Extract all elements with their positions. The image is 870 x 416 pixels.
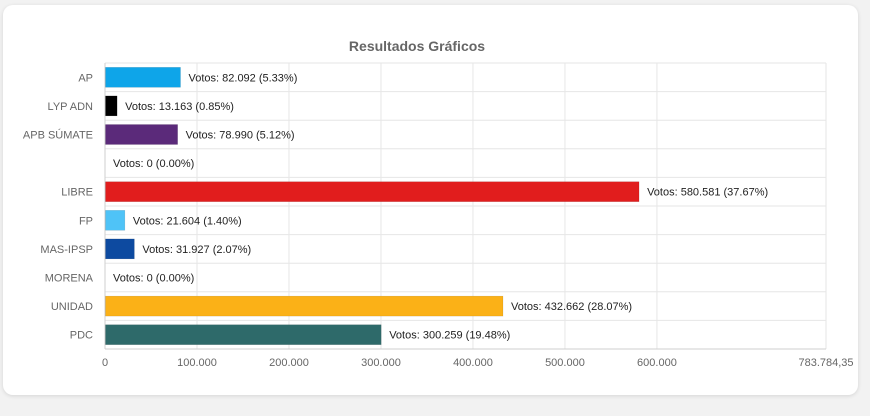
bar-data-label: Votos: 31.927 (2.07%): [142, 244, 251, 256]
y-category-label: APB SÚMATE: [23, 129, 93, 142]
bar: [105, 95, 118, 117]
x-tick-label: 600.000: [637, 357, 677, 369]
bar: [105, 210, 126, 231]
x-tick-label: 100.000: [177, 357, 217, 369]
x-tick-label: 300.000: [361, 357, 401, 369]
bar-data-label: Votos: 0 (0.00%): [113, 273, 194, 285]
bar-data-label: Votos: 78.990 (5.12%): [186, 130, 295, 142]
bar-data-label: Votos: 432.662 (28.07%): [511, 301, 632, 313]
y-category-label: PDC: [70, 330, 93, 342]
chart-title: Resultados Gráficos: [348, 38, 486, 54]
y-category-label: MAS-IPSP: [40, 244, 93, 256]
y-category-label: MORENA: [45, 273, 94, 285]
bar: [105, 67, 181, 88]
y-category-label: UNIDAD: [51, 301, 93, 313]
x-tick-label: 500.000: [545, 357, 585, 369]
x-tick-label: 783.784,35: [798, 357, 853, 369]
bar: [105, 181, 640, 202]
x-tick-label: 400.000: [453, 357, 493, 369]
bar: [105, 124, 178, 145]
y-category-label: LYP ADN: [48, 101, 94, 113]
bar-data-label: Votos: 21.604 (1.40%): [133, 215, 242, 227]
bar-data-label: Votos: 300.259 (19.48%): [389, 330, 510, 342]
bar: [105, 238, 135, 260]
bar-data-label: Votos: 0 (0.00%): [113, 158, 194, 170]
bar: [105, 295, 504, 317]
bar-data-label: Votos: 13.163 (0.85%): [125, 101, 234, 113]
bar: [105, 324, 382, 345]
y-category-label: AP: [78, 72, 93, 84]
bar-data-label: Votos: 580.581 (37.67%): [647, 187, 768, 199]
bar-data-label: Votos: 82.092 (5.33%): [189, 72, 298, 84]
x-tick-label: 200.000: [269, 357, 309, 369]
y-category-label: FP: [79, 215, 93, 227]
y-category-label: LIBRE: [61, 187, 93, 199]
x-tick-label: 0: [102, 357, 108, 369]
